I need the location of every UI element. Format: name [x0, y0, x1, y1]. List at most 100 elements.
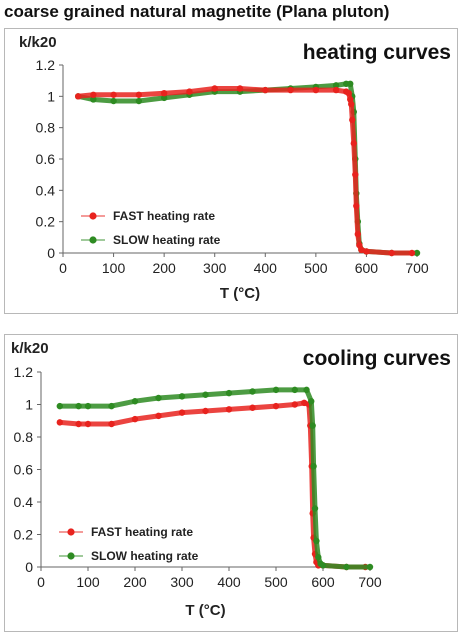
cooling-x-tick-label: 600	[311, 574, 335, 590]
cooling-fast-data-point	[291, 401, 298, 408]
heating-y-tick-label: 1	[47, 88, 55, 104]
legend-slow-label: SLOW heating rate	[113, 233, 221, 247]
cooling-fast-data-point	[249, 404, 256, 411]
heating-slow-data-point	[413, 249, 421, 257]
figure-title: coarse grained natural magnetite (Plana …	[4, 2, 390, 21]
cooling-fast-data-point	[272, 402, 280, 410]
heating-fast-data-point	[211, 85, 218, 92]
cooling-slow-data-point	[291, 386, 298, 394]
heating-fast-data-point	[287, 86, 294, 94]
cooling-fast-data-point	[155, 412, 162, 420]
heating-x-tick-label: 400	[254, 260, 278, 276]
cooling-y-tick-label: 1	[25, 397, 33, 413]
heating-slow-data-point	[110, 97, 117, 105]
legend-fast-marker	[89, 212, 97, 220]
cooling-slow-data-point	[311, 505, 319, 512]
heating-fast-data-point	[353, 202, 360, 210]
legend-fast-label: FAST heating rate	[91, 525, 193, 539]
heating-fast-data-point	[332, 86, 340, 94]
heating-chart-svg: 0 0.2 0.4 0.6 0.8 1 1.2 0 100 200 300 400 500 600 700 k…	[19, 34, 451, 302]
cooling-slow-data-point	[108, 402, 115, 410]
heating-fast-data-point	[388, 249, 395, 257]
heating-fast-data-point	[236, 85, 244, 92]
cooling-fast-data-point	[225, 406, 233, 413]
heating-fast-data-point	[186, 88, 193, 95]
cooling-slow-data-point	[366, 563, 374, 571]
cooling-slow-series-line	[57, 387, 373, 570]
cooling-y-tick-label: 0.8	[14, 429, 34, 445]
heating-x-axis-label: T (°C)	[220, 285, 260, 302]
cooling-x-tick-label: 200	[123, 574, 147, 590]
cooling-slow-data-point	[319, 562, 327, 569]
legend-slow-marker	[89, 236, 97, 244]
heating-x-tick-label: 300	[203, 260, 227, 276]
cooling-slow-data-point	[315, 554, 322, 561]
heating-y-tick-label: 0	[47, 245, 55, 261]
cooling-fast-data-point	[84, 420, 92, 428]
heating-slow-data-point	[332, 82, 340, 89]
cooling-chart-svg: 0 0.2 0.4 0.6 0.8 1 1.2 0 100 200 300 400 500 600 700 k…	[11, 340, 451, 619]
heating-slow-data-point	[160, 94, 168, 102]
cooling-fast-series-line	[57, 400, 368, 570]
heating-chart-panel: 0 0.2 0.4 0.6 0.8 1 1.2 0 100 200 300 400 500 600 700 k…	[4, 28, 458, 314]
cooling-x-tick-label: 700	[358, 574, 382, 590]
heating-x-tick-label: 0	[59, 260, 67, 276]
cooling-y-tick-label: 0.6	[14, 462, 34, 478]
cooling-slow-data-point	[84, 402, 92, 410]
cooling-x-tick-label: 0	[37, 574, 45, 590]
heating-y-tick-label: 0.6	[36, 151, 56, 167]
cooling-y-tick-label: 1.2	[14, 364, 34, 380]
cooling-panel-title: cooling curves	[303, 347, 451, 370]
heating-y-tick-label: 0.8	[36, 120, 56, 136]
heating-fast-data-point	[74, 93, 82, 100]
heating-fast-data-point	[354, 231, 362, 238]
cooling-slow-data-point	[309, 422, 316, 429]
cooling-x-tick-label: 300	[170, 574, 194, 590]
cooling-slow-data-point	[249, 388, 256, 395]
heating-fast-data-point	[348, 100, 355, 108]
heating-y-tick-label: 0.2	[36, 214, 56, 230]
heating-fast-data-point	[408, 249, 416, 257]
cooling-slow-data-point	[308, 398, 315, 405]
cooling-fast-data-point	[131, 415, 139, 423]
heating-fast-data-point	[160, 90, 168, 97]
cooling-slow-data-point	[178, 393, 186, 400]
cooling-slow-data-point	[75, 402, 82, 410]
cooling-slow-data-point	[225, 389, 233, 397]
heating-fast-data-point	[363, 248, 370, 255]
cooling-fast-data-point	[75, 420, 82, 428]
heating-slow-data-point	[135, 97, 143, 105]
heating-fast-data-point	[110, 91, 117, 98]
legend-slow-marker	[67, 552, 75, 560]
cooling-fast-data-point	[178, 409, 186, 416]
cooling-fast-data-point	[56, 419, 63, 426]
legend-slow-label: SLOW heating rate	[91, 549, 199, 563]
legend-fast-label: FAST heating rate	[113, 209, 215, 223]
cooling-y-axis-label: k/k20	[11, 340, 49, 357]
cooling-fast-data-point	[202, 407, 209, 415]
heating-slow-data-point	[347, 80, 354, 87]
heating-fast-data-point	[262, 86, 269, 94]
heating-x-tick-label: 700	[405, 260, 429, 276]
heating-fast-data-point	[358, 246, 365, 254]
cooling-slow-data-point	[343, 563, 350, 571]
cooling-slow-data-point	[310, 463, 317, 470]
cooling-x-axis-label: T (°C)	[185, 602, 225, 619]
cooling-slow-data-point	[56, 402, 63, 410]
cooling-x-tick-label: 400	[217, 574, 241, 590]
heating-fast-data-point	[90, 91, 97, 98]
cooling-y-tick-label: 0.4	[14, 494, 34, 510]
heating-y-axis-label: k/k20	[19, 34, 57, 51]
heating-x-tick-label: 500	[304, 260, 328, 276]
heating-fast-series-line	[75, 86, 415, 256]
heating-fast-data-point	[352, 171, 359, 178]
heating-panel-title: heating curves	[303, 41, 451, 64]
cooling-slow-data-point	[155, 394, 162, 402]
heating-fast-data-point	[312, 86, 320, 94]
heating-y-tick-label: 0.4	[36, 182, 56, 198]
cooling-fast-data-point	[108, 420, 115, 428]
legend-fast-marker	[67, 528, 75, 536]
cooling-slow-data-point	[202, 391, 209, 398]
cooling-y-tick-label: 0	[25, 559, 33, 575]
cooling-slow-data-point	[313, 537, 320, 545]
